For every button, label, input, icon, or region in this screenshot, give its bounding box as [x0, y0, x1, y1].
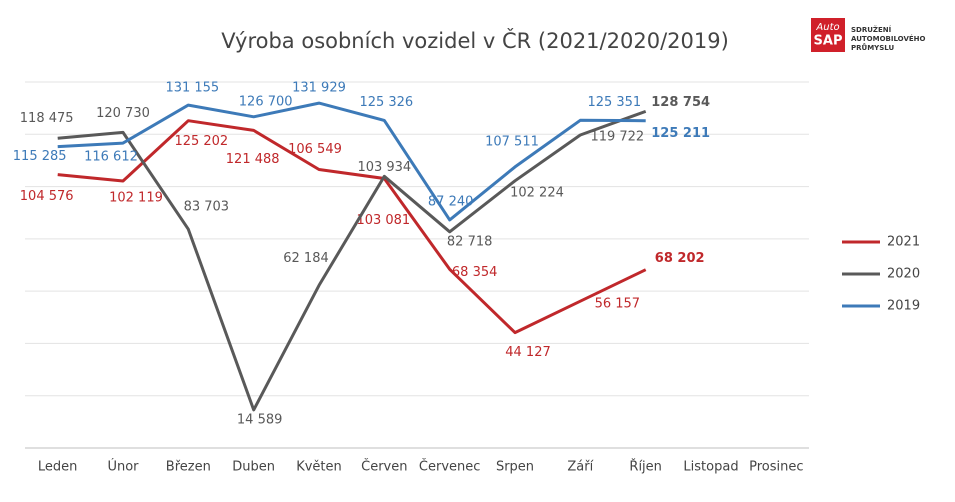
data-label: 104 576	[20, 189, 74, 204]
series-line	[57, 119, 647, 335]
logo-text: SAP	[814, 34, 843, 49]
data-label: 125 351	[587, 95, 641, 110]
data-label: 125 202	[174, 134, 228, 149]
data-label: 56 157	[595, 297, 641, 312]
data-label: 107 511	[485, 134, 539, 149]
x-tick-label: Červenec	[419, 459, 481, 475]
data-label: 68 202	[655, 251, 705, 266]
logo-text: Auto	[815, 22, 839, 33]
logo-text: PRŮMYSLU	[851, 43, 894, 52]
series-line	[57, 109, 647, 412]
x-tick-label: Duben	[232, 460, 275, 475]
data-label: 62 184	[283, 251, 329, 266]
data-label: 125 326	[359, 95, 413, 110]
x-tick-label: Srpen	[496, 460, 534, 475]
data-label: 119 722	[590, 130, 644, 145]
data-label: 103 934	[357, 160, 411, 175]
x-tick-label: Září	[567, 460, 593, 475]
x-tick-label: Leden	[38, 460, 78, 475]
data-label: 87 240	[428, 194, 474, 209]
data-label: 126 700	[239, 94, 293, 109]
data-label: 125 211	[651, 126, 710, 141]
series-line	[57, 101, 646, 222]
x-tick-label: Říjen	[629, 459, 662, 475]
x-tick-label: Březen	[166, 460, 211, 475]
data-label: 102 119	[109, 191, 163, 206]
data-label: 131 155	[165, 81, 219, 96]
x-tick-label: Prosinec	[749, 460, 803, 475]
data-label: 14 589	[237, 412, 283, 427]
data-label: 121 488	[226, 152, 280, 167]
x-tick-label: Listopad	[683, 460, 738, 475]
logo-text: SDRUŽENÍ	[851, 25, 892, 34]
legend-label: 2021	[887, 235, 920, 250]
x-tick-label: Červen	[361, 459, 407, 475]
x-tick-label: Květen	[296, 460, 342, 475]
x-tick-label: Únor	[107, 459, 139, 475]
data-label: 44 127	[505, 345, 551, 360]
data-label: 68 354	[452, 265, 498, 280]
data-label: 106 549	[288, 142, 342, 157]
data-label: 102 224	[510, 185, 564, 200]
data-label: 120 730	[96, 106, 150, 121]
data-label: 82 718	[447, 234, 493, 249]
data-label: 83 703	[184, 200, 230, 215]
data-label: 131 929	[292, 81, 346, 96]
legend-label: 2019	[887, 299, 920, 314]
data-label: 118 475	[20, 111, 74, 126]
data-label: 116 612	[84, 150, 138, 165]
data-label: 103 081	[356, 213, 410, 228]
data-label: 115 285	[13, 149, 67, 164]
data-label: 128 754	[651, 95, 710, 110]
logo-box	[811, 18, 845, 52]
legend-label: 2020	[887, 267, 920, 282]
chart-title: Výroba osobních vozidel v ČR (2021/2020/…	[221, 28, 729, 53]
logo-text: AUTOMOBILOVÉHO	[851, 34, 925, 43]
logo: Auto SAP SDRUŽENÍ AUTOMOBILOVÉHO PRŮMYSL…	[811, 18, 925, 52]
